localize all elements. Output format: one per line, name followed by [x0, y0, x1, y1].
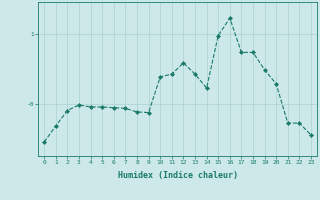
X-axis label: Humidex (Indice chaleur): Humidex (Indice chaleur)	[118, 171, 238, 180]
